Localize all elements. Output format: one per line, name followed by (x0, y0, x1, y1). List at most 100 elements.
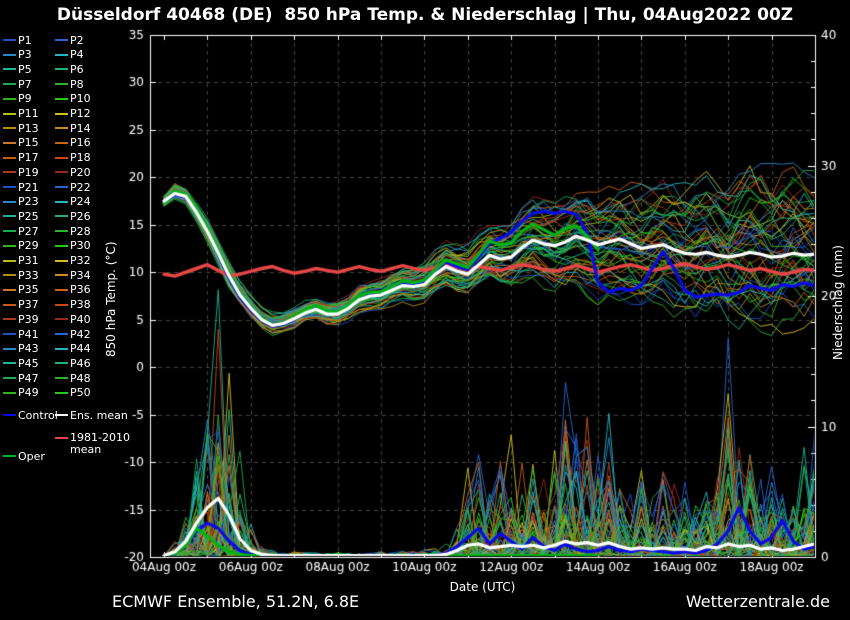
legend-label: P35 (18, 283, 39, 297)
legend-label: P45 (18, 356, 39, 370)
legend-label: P8 (70, 77, 84, 91)
legend-label: P17 (18, 151, 39, 165)
legend-item-p29: P29 (3, 239, 39, 253)
legend-swatch (3, 318, 16, 321)
legend-swatch (55, 112, 68, 115)
legend-swatch (55, 215, 68, 218)
legend-label: P16 (70, 136, 91, 150)
legend: P1 P2 P3 P4 P5 P6 P7 P8 P9 P10 P11 P12 P13 P14 P15 P16 P… (0, 0, 148, 470)
legend-swatch (3, 83, 16, 86)
legend-label: P38 (70, 298, 91, 312)
legend-label: 1981-2010 mean (70, 431, 130, 456)
legend-label: P21 (18, 180, 39, 194)
legend-label: P36 (70, 283, 91, 297)
legend-item-p46: P46 (55, 356, 91, 370)
legend-swatch (3, 39, 16, 41)
legend-label: P40 (70, 312, 91, 326)
legend-swatch (55, 230, 68, 233)
legend-swatch (55, 347, 68, 350)
legend-swatch (3, 377, 16, 380)
legend-item-p23: P23 (3, 195, 39, 209)
legend-swatch (55, 377, 68, 380)
legend-label: P2 (70, 33, 84, 47)
legend-swatch (55, 362, 68, 365)
legend-item-p22: P22 (55, 180, 91, 194)
legend-label: P26 (70, 209, 91, 223)
legend-label: P48 (70, 371, 91, 385)
legend-swatch (55, 244, 68, 247)
legend-item-p42: P42 (55, 327, 91, 341)
legend-item-p33: P33 (3, 268, 39, 282)
legend-label: P25 (18, 209, 39, 223)
legend-item-p18: P18 (55, 151, 91, 165)
legend-swatch (55, 274, 68, 277)
legend-item-p9: P9 (3, 92, 32, 106)
legend-label: P34 (70, 268, 91, 282)
legend-item-p32: P32 (55, 254, 91, 268)
legend-swatch (55, 259, 68, 262)
legend-label: P6 (70, 62, 84, 76)
legend-label: P41 (18, 327, 39, 341)
legend-label: P31 (18, 254, 39, 267)
legend-item-p10: P10 (55, 92, 91, 106)
legend-swatch (55, 39, 68, 41)
legend-label: P12 (70, 107, 91, 120)
legend-label: P49 (18, 386, 39, 400)
legend-swatch (3, 362, 16, 365)
legend-swatch (3, 347, 16, 350)
legend-item-p7: P7 (3, 77, 32, 91)
left-axis-title: 850 hPa Temp. (°C) (104, 241, 118, 357)
legend-swatch (55, 171, 68, 174)
legend-label: P50 (70, 386, 91, 400)
legend-item-p17: P17 (3, 151, 39, 165)
legend-label: P32 (70, 254, 91, 267)
legend-item-p3: P3 (3, 48, 32, 62)
legend-swatch (3, 333, 16, 335)
legend-swatch (3, 303, 16, 306)
legend-item-control: Control (3, 408, 58, 422)
legend-label: P20 (70, 165, 91, 179)
legend-item-oper: Oper (3, 449, 45, 463)
legend-swatch (55, 414, 68, 416)
legend-item-p48: P48 (55, 371, 91, 385)
legend-label: P5 (18, 62, 32, 76)
legend-item-p21: P21 (3, 180, 39, 194)
right-axis-title: Niederschlag (mm) (831, 245, 845, 360)
legend-item-p40: P40 (55, 312, 91, 326)
legend-item-ens-mean: Ens. mean (55, 408, 128, 422)
legend-swatch (3, 288, 16, 291)
legend-label: P13 (18, 121, 39, 135)
legend-swatch (3, 215, 16, 218)
legend-item-climate-mean: 1981-2010 mean (55, 432, 136, 456)
legend-item-p28: P28 (55, 224, 91, 238)
x-axis-title: Date (UTC) (449, 580, 516, 594)
legend-label: P44 (70, 342, 91, 356)
legend-item-p13: P13 (3, 121, 39, 135)
legend-label: P3 (18, 48, 32, 62)
legend-swatch (55, 200, 68, 203)
legend-label: P19 (18, 165, 39, 179)
legend-item-p27: P27 (3, 224, 39, 238)
legend-swatch (3, 186, 16, 188)
legend-item-p2: P2 (55, 33, 84, 47)
legend-item-p6: P6 (55, 62, 84, 76)
legend-item-p34: P34 (55, 268, 91, 282)
legend-item-p1: P1 (3, 33, 32, 47)
legend-label: P47 (18, 371, 39, 385)
legend-swatch (55, 437, 68, 439)
legend-label: Ens. mean (70, 408, 128, 422)
legend-label: P42 (70, 327, 91, 341)
legend-label: P11 (18, 107, 39, 120)
legend-item-p50: P50 (55, 386, 91, 400)
legend-swatch (3, 259, 16, 262)
legend-swatch (3, 112, 16, 115)
legend-item-p47: P47 (3, 371, 39, 385)
legend-item-p25: P25 (3, 209, 39, 223)
legend-label: P1 (18, 33, 32, 47)
legend-swatch (55, 97, 68, 100)
legend-swatch (55, 127, 68, 130)
legend-swatch (55, 186, 68, 188)
legend-item-p26: P26 (55, 209, 91, 223)
legend-item-p24: P24 (55, 195, 91, 209)
